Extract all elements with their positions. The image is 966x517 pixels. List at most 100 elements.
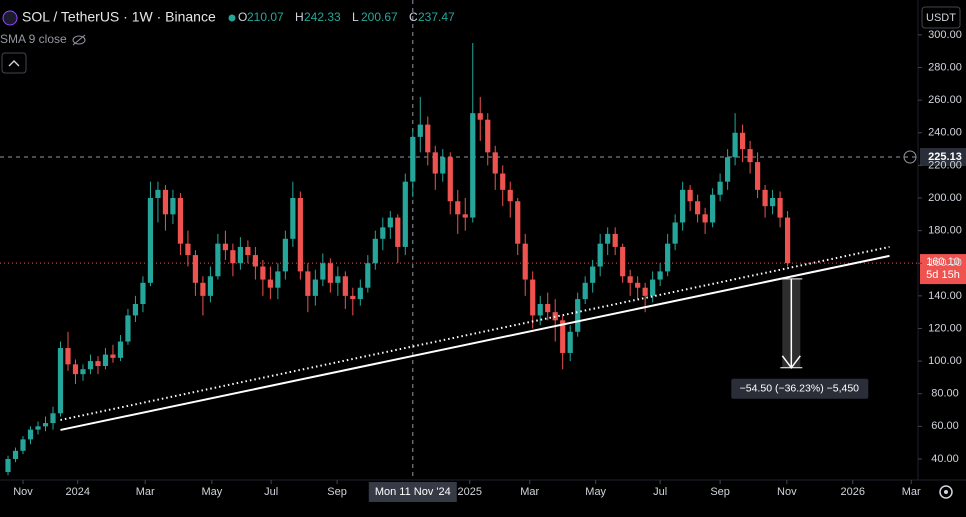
candle-body (447, 157, 453, 202)
trendline (60, 254, 890, 431)
candle-body (282, 238, 288, 272)
ohlc-value: 242.33 (304, 10, 341, 24)
measure-arrowhead (781, 355, 801, 370)
candle-body (222, 243, 228, 251)
candle-body (432, 152, 438, 174)
candle-body (402, 181, 408, 247)
candle-body (769, 198, 776, 207)
candle-body (342, 276, 348, 296)
candle-body (170, 198, 176, 215)
candle-body (672, 222, 678, 244)
measure-label: −54.50 (−36.23%) −5,450 (740, 383, 860, 395)
candle-body (784, 217, 791, 264)
y-tick-label: 220.00 (928, 159, 962, 171)
x-tick-label: May (202, 486, 223, 498)
y-tick-label: 60.00 (931, 420, 959, 432)
candle-body (695, 201, 701, 215)
x-tick-label: 2025 (458, 486, 482, 498)
candle-body (665, 243, 671, 272)
trendline (60, 245, 890, 421)
candle-body (747, 149, 753, 163)
collapse-button[interactable] (1, 52, 27, 74)
y-tick-label: 180.00 (928, 225, 962, 237)
settings-icon[interactable] (939, 485, 953, 499)
ohlc-value: 210.07 (247, 10, 284, 24)
candle-body (12, 450, 19, 459)
candle-body (65, 348, 71, 365)
candle-body (597, 243, 603, 267)
candle-body (215, 243, 221, 277)
y-tick-label: 280.00 (928, 61, 962, 73)
candle-body (462, 214, 468, 218)
candle-body (642, 287, 648, 296)
candle-body (575, 299, 581, 332)
candle-body (545, 304, 551, 313)
candle-body (590, 266, 596, 283)
candle-body (237, 246, 243, 264)
candle-body (297, 198, 303, 272)
candle-body (754, 162, 761, 190)
candle-body (470, 113, 476, 218)
candle-body (357, 287, 363, 300)
candle-body (777, 198, 783, 218)
candle-body (515, 201, 521, 244)
price-line-label-box (920, 148, 966, 167)
candle-body (275, 271, 281, 288)
candle-body (35, 426, 41, 430)
candle-body (627, 276, 633, 283)
candle-body (162, 189, 169, 215)
x-tick-label: 2024 (65, 486, 89, 498)
candle-body (110, 354, 116, 358)
candle-body (185, 243, 191, 256)
candle-body (425, 124, 431, 153)
candle-body (762, 189, 768, 207)
market-status (228, 14, 236, 22)
candle-body (147, 198, 154, 283)
candle-body (507, 189, 513, 202)
candle-body (200, 282, 206, 296)
candle-body (132, 304, 139, 316)
candle-body (125, 315, 131, 342)
candle-body (620, 246, 626, 277)
candle-body (567, 331, 573, 353)
ui-layer: SOL / TetherUS · 1W · Binance SMA 9 clos… (0, 6, 966, 502)
candle-body (440, 157, 446, 174)
candle-body (687, 189, 693, 202)
candle-body (252, 255, 258, 267)
candle-body (702, 214, 708, 223)
hide-indicator-icon[interactable] (72, 34, 86, 46)
candle-body (657, 271, 663, 280)
y-tick-label: 200.00 (928, 192, 962, 204)
candle-body (739, 132, 746, 150)
candle-body (492, 152, 498, 174)
last-price-label: 160.10 (926, 256, 960, 268)
measure-label-box (731, 378, 869, 399)
ohlc-field: C (409, 10, 418, 24)
x-tick-label: 2026 (841, 486, 865, 498)
crosshair-label: Mon 11 Nov '24 (375, 486, 451, 498)
x-tick-label: Jul (264, 486, 278, 498)
x-tick-label: Mar (902, 486, 921, 498)
y-tick-label: 40.00 (931, 453, 959, 465)
candle-body (477, 113, 483, 120)
candle-body (42, 423, 49, 427)
ohlc-field: L (352, 10, 359, 24)
candle-body (387, 217, 393, 228)
indicator-label: SMA 9 close (0, 32, 67, 46)
currency-button[interactable]: USDT (921, 6, 961, 29)
ohlc-field: H (295, 10, 304, 24)
candle-body (650, 279, 656, 296)
x-tick-label: Sep (327, 486, 347, 498)
candle-body (102, 354, 109, 366)
ohlc-value: 200.67 (361, 10, 398, 24)
candle-body (560, 320, 566, 353)
candle-body (260, 266, 266, 280)
x-tick-label: Jul (653, 486, 667, 498)
candle-body (582, 282, 588, 300)
candle-body (605, 233, 611, 244)
x-tick-label: Mar (136, 486, 155, 498)
y-tick-label: 300.00 (928, 29, 962, 41)
candle-body (522, 243, 528, 280)
candle-body (455, 201, 461, 215)
